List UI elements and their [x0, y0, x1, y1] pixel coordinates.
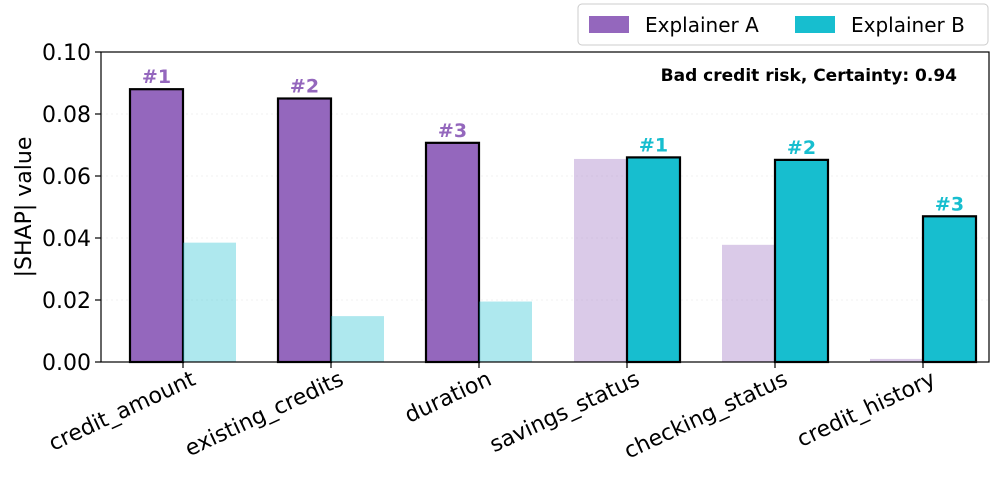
- rank-label: #1: [142, 66, 171, 88]
- rank-label: #2: [290, 76, 319, 98]
- y-tick-label: 0.00: [42, 351, 91, 376]
- bar-explainer-b-checking-status: [773, 158, 830, 364]
- y-axis-label: |SHAP| value: [12, 137, 37, 278]
- bar-explainer-b-savings-status: [625, 156, 682, 364]
- bar-explainer-a-existing-credits: [276, 97, 333, 364]
- bar-explainer-b-duration: [479, 301, 532, 362]
- legend-swatch-explainer-b: [795, 16, 835, 33]
- bar-explainer-a-duration: [424, 141, 481, 364]
- rank-label: #3: [438, 120, 467, 142]
- bar-explainer-a-credit-history: [870, 358, 923, 362]
- certainty-annotation: Bad credit risk, Certainty: 0.94: [661, 66, 958, 86]
- x-tick-label: credit_amount: [45, 367, 200, 457]
- y-tick-label: 0.06: [42, 165, 91, 190]
- y-tick-label: 0.10: [42, 41, 91, 66]
- x-tick-label: checking_status: [621, 367, 792, 464]
- legend-frame: [577, 3, 989, 46]
- plot-frame: [100, 51, 990, 363]
- gridlines: [101, 113, 989, 301]
- bar-explainer-b-existing-credits: [331, 316, 384, 362]
- y-axis-ticks: 0.00 0.02 0.04 0.06 0.08 0.10: [42, 41, 101, 376]
- x-tick-label: credit_history: [793, 367, 939, 453]
- bar-explainer-b-credit-history: [921, 215, 978, 364]
- rank-label: #2: [787, 137, 816, 159]
- y-tick-label: 0.02: [42, 289, 91, 314]
- bar-explainer-b-credit-amount: [183, 242, 236, 362]
- y-tick-label: 0.04: [42, 227, 91, 252]
- bar-explainer-a-savings-status: [574, 158, 627, 362]
- bar-explainer-a-credit-amount: [128, 88, 185, 364]
- legend-swatch-explainer-a: [589, 16, 629, 33]
- legend: Explainer A Explainer B: [577, 3, 989, 46]
- bar-explainer-a-checking-status: [722, 244, 775, 362]
- rank-label: #1: [639, 134, 668, 156]
- bars: [128, 88, 978, 364]
- x-tick-label: savings_status: [486, 367, 643, 458]
- x-tick-label: existing_credits: [181, 367, 347, 462]
- y-tick-label: 0.08: [42, 103, 91, 128]
- rank-label: #3: [935, 193, 964, 215]
- legend-label-explainer-b: Explainer B: [851, 13, 965, 37]
- rank-labels: #1 #2 #3 #1 #2 #3: [142, 66, 964, 215]
- legend-label-explainer-a: Explainer A: [645, 13, 759, 37]
- x-tick-label: duration: [401, 367, 495, 429]
